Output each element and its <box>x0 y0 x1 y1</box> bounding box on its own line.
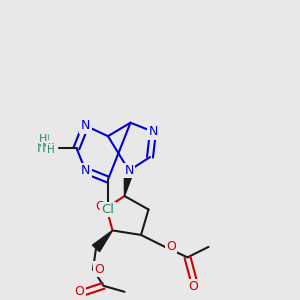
Text: O: O <box>94 263 104 276</box>
Text: O: O <box>189 280 198 293</box>
Text: H: H <box>39 134 48 144</box>
Text: N: N <box>42 142 51 154</box>
Text: O: O <box>96 200 105 213</box>
Text: N: N <box>81 164 90 177</box>
Text: H: H <box>40 133 50 146</box>
Text: N: N <box>124 164 134 177</box>
Text: O: O <box>75 285 84 298</box>
Text: NH: NH <box>37 142 56 154</box>
Polygon shape <box>124 170 134 196</box>
Text: O: O <box>166 240 176 254</box>
Text: Cl: Cl <box>101 203 115 216</box>
Text: N: N <box>81 119 90 132</box>
Polygon shape <box>92 230 112 252</box>
Text: H: H <box>47 145 55 155</box>
Text: N: N <box>148 125 158 138</box>
